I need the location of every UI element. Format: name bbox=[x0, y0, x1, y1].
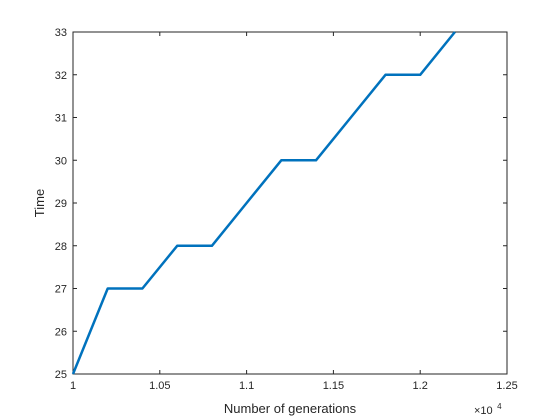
x-exponent-power: 4 bbox=[497, 402, 502, 411]
x-tick-label: 1.1 bbox=[239, 380, 254, 392]
y-tick-label: 32 bbox=[55, 70, 67, 82]
y-tick-label: 31 bbox=[55, 113, 67, 125]
x-tick-label: 1.25 bbox=[496, 380, 517, 392]
x-axis-exponent: ×10 4 bbox=[474, 401, 502, 418]
x-tick-label: 1 bbox=[70, 380, 76, 392]
y-tick-label: 26 bbox=[55, 326, 67, 338]
x-tick-label: 1.05 bbox=[149, 380, 170, 392]
x-tick-label: 1.15 bbox=[323, 380, 344, 392]
x-axis-label: Number of generations bbox=[224, 401, 357, 416]
plot-area bbox=[73, 32, 507, 374]
y-tick-label: 33 bbox=[55, 27, 67, 39]
y-tick-label: 27 bbox=[55, 284, 67, 296]
y-tick-label: 29 bbox=[55, 198, 67, 210]
y-axis-label: Time bbox=[32, 189, 47, 217]
y-tick-label: 28 bbox=[55, 241, 67, 253]
y-tick-label: 25 bbox=[55, 369, 67, 381]
x-tick-label: 1.2 bbox=[413, 380, 428, 392]
x-exponent-base: ×10 bbox=[474, 405, 493, 417]
y-tick-label: 30 bbox=[55, 155, 67, 167]
